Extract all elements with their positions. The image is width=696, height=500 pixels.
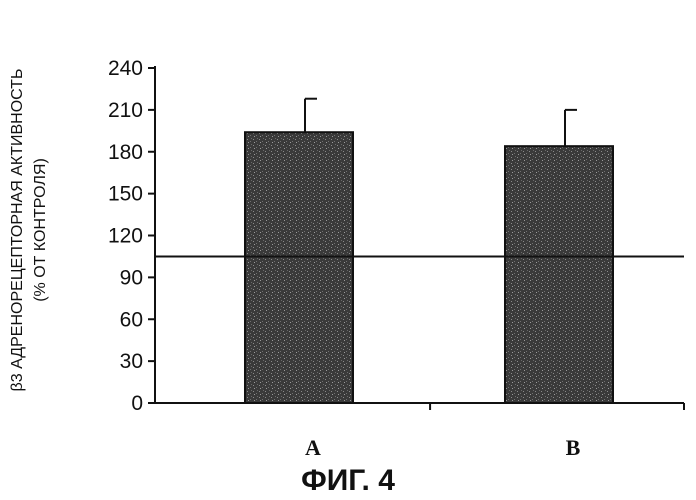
bar-b: [505, 146, 613, 403]
y-tick-label: 180: [108, 141, 143, 164]
y-tick-label: 210: [108, 99, 143, 122]
y-tick-label: 120: [108, 225, 143, 248]
category-label-a: A: [305, 435, 321, 460]
y-tick-label: 90: [120, 266, 143, 289]
figure-caption: ФИГ. 4: [301, 464, 395, 497]
y-tick-label: 150: [108, 183, 143, 206]
y-axis: 0 30 60 90 120 150 180 210 240: [108, 57, 155, 415]
category-labels: AB: [305, 435, 581, 460]
y-tick-label: 30: [120, 350, 143, 373]
x-axis: [155, 403, 684, 410]
y-tick-label: 0: [131, 392, 143, 415]
y-tick-label: 60: [120, 308, 143, 331]
bar-a: [245, 132, 353, 403]
bars: [245, 132, 613, 403]
y-tick-label: 240: [108, 57, 143, 80]
y-axis-title: β3 АДРЕНОРЕЦЕПТОРНАЯ АКТИВНОСТЬ (% ОТ КО…: [9, 69, 49, 392]
category-label-b: B: [566, 435, 581, 460]
y-axis-title-line2: (% ОТ КОНТРОЛЯ): [32, 158, 49, 302]
y-axis-title-line1: β3 АДРЕНОРЕЦЕПТОРНАЯ АКТИВНОСТЬ: [9, 69, 26, 392]
